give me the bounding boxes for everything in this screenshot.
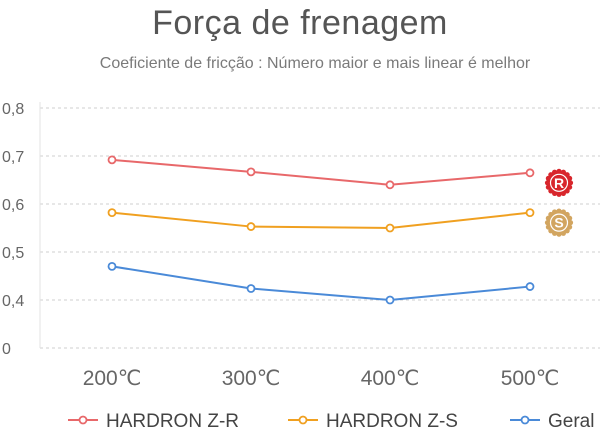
data-point — [385, 295, 395, 305]
series-line-0 — [111, 158, 531, 186]
y-tick-label: 0 — [2, 341, 11, 358]
legend-item: HARDRON Z-S — [288, 411, 458, 430]
y-tick-label: 0,4 — [2, 293, 24, 310]
y-axis-ticks: 0 0,4 0,5 0,6 0,7 0,8 — [2, 101, 24, 358]
legend-item: HARDRON Z-R — [68, 411, 239, 430]
legend-item: Geral — [510, 411, 594, 430]
data-point — [385, 223, 395, 233]
y-tick-label: 0,7 — [2, 149, 24, 166]
y-tick-label: 0,6 — [2, 197, 24, 214]
data-point — [246, 222, 256, 231]
legend-point-marker — [298, 415, 308, 425]
data-point — [246, 167, 256, 177]
x-tick-label: 500℃ — [501, 367, 560, 390]
data-point — [107, 155, 117, 165]
series-line-1 — [111, 211, 531, 230]
data-point — [525, 168, 535, 178]
grid-lines — [39, 102, 600, 349]
badge-s-icon: S — [544, 208, 574, 237]
legend-label: HARDRON Z-S — [326, 411, 458, 430]
data-point — [107, 208, 117, 218]
x-tick-label: 300℃ — [222, 367, 281, 390]
data-point — [525, 282, 535, 291]
badge-ring — [549, 173, 569, 192]
legend-point-marker — [78, 415, 88, 425]
data-point — [246, 284, 256, 293]
series-lines — [107, 155, 535, 305]
x-tick-label: 400℃ — [361, 367, 420, 390]
data-point — [107, 261, 117, 271]
badge-ring — [549, 213, 569, 232]
x-tick-label: 200℃ — [83, 367, 142, 390]
legend-label: Geral — [548, 411, 594, 430]
chart-subtitle: Coeficiente de fricção : Número maior e … — [99, 55, 531, 72]
data-point — [525, 208, 535, 218]
chart-title: Força de frenagem — [152, 4, 448, 42]
series-badges: RS — [544, 168, 574, 237]
x-axis-ticks: 200℃ 300℃ 400℃ 500℃ — [83, 367, 560, 390]
badge-letter: R — [554, 175, 564, 191]
legend: HARDRON Z-R HARDRON Z-S Geral — [68, 411, 594, 430]
y-tick-label: 0,8 — [2, 101, 24, 118]
data-point — [385, 180, 395, 190]
legend-point-marker — [520, 415, 530, 425]
badge-r-icon: R — [544, 168, 574, 197]
badge-letter: S — [554, 215, 563, 231]
y-tick-label: 0,5 — [2, 245, 24, 262]
legend-label: HARDRON Z-R — [106, 411, 239, 430]
series-line-2 — [111, 265, 531, 302]
